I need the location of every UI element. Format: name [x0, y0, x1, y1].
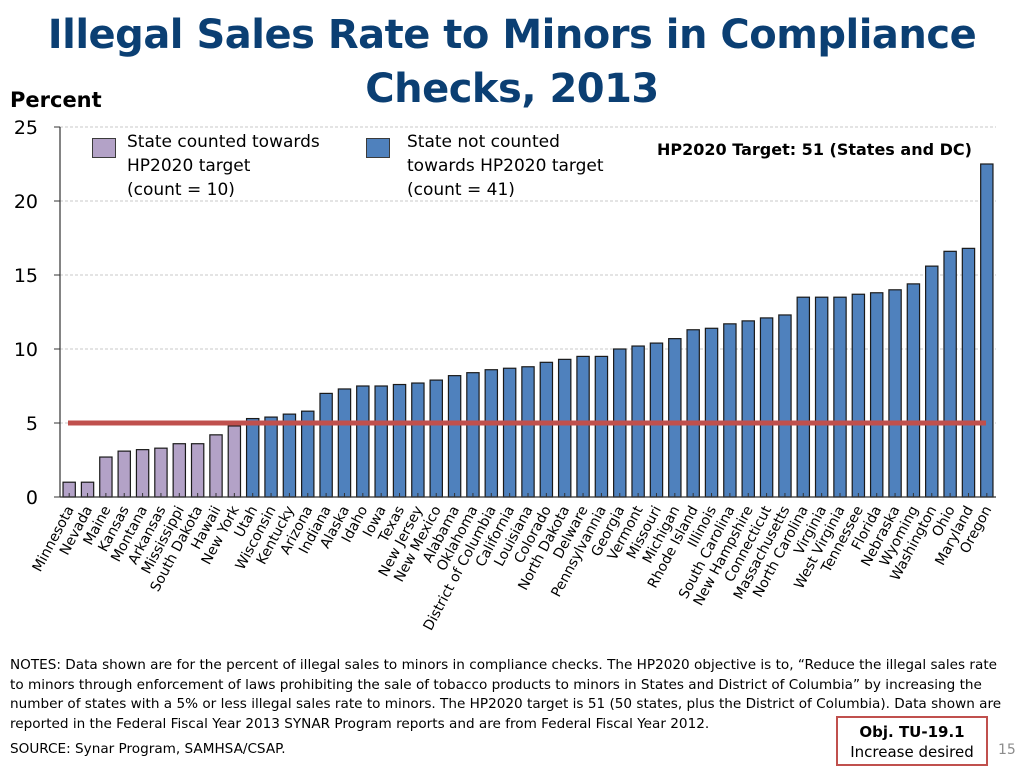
- legend-swatch-not-counted: [366, 138, 390, 158]
- bar-virginia: [814, 296, 829, 498]
- bar-north-carolina: [796, 296, 811, 498]
- notes-text: NOTES: Data shown are for the percent of…: [10, 657, 1002, 732]
- y-tick-label: 20: [14, 191, 38, 213]
- bar-new-hampshire: [741, 320, 755, 498]
- legend-label-counted: State counted towards HP2020 target (cou…: [127, 132, 320, 200]
- bar-montana: [135, 449, 150, 498]
- page-number: 15: [998, 742, 1016, 758]
- bar-utah: [245, 417, 260, 498]
- bar-connecticut: [759, 317, 774, 498]
- bar-alabama: [447, 375, 462, 498]
- bars: [62, 163, 994, 498]
- bar-oregon: [980, 163, 994, 498]
- objective-box: Obj. TU-19.1 Increase desired: [836, 716, 988, 766]
- bar-west-virginia: [833, 296, 847, 498]
- bar-missouri: [649, 342, 664, 498]
- bar-illinois: [704, 327, 719, 498]
- bar-south-dakota: [190, 443, 205, 498]
- objective-subtitle: Increase desired: [850, 743, 974, 761]
- target-annotation: HP2020 Target: 51 (States and DC): [657, 140, 972, 159]
- legend-label-not-counted: State not counted towards HP2020 target …: [407, 132, 604, 200]
- source-text: SOURCE: Synar Program, SAMHSA/CSAP.: [10, 741, 286, 757]
- bar-michigan: [668, 338, 682, 498]
- bar-north-dakota: [557, 358, 572, 498]
- bar-new-mexico: [429, 379, 443, 498]
- bar-florida: [869, 292, 884, 498]
- bar-louisiana: [521, 366, 535, 498]
- bar-kentucky: [282, 413, 297, 498]
- bar-delware: [576, 355, 590, 498]
- bar-wisconsin: [264, 416, 278, 498]
- bar-mississippi: [172, 443, 187, 498]
- bar-chart: 0 5 10 15 20 25 MinnesotaNevadaMaineKansasMon…: [14, 117, 996, 634]
- bar-new-jersey: [411, 382, 425, 498]
- bar-pennsylvannia: [594, 355, 609, 498]
- bar-south-carolina: [723, 323, 737, 498]
- y-tick-label: 15: [14, 265, 38, 287]
- bar-iowa: [374, 385, 388, 498]
- bar-ohio: [943, 250, 957, 498]
- y-tick-label: 5: [26, 413, 38, 435]
- bar-oklahoma: [466, 372, 480, 498]
- y-tick-label: 0: [26, 487, 38, 509]
- bar-maryland: [961, 247, 976, 498]
- bar-rhode-island: [686, 329, 700, 498]
- x-axis-labels: MinnesotaNevadaMaineKansasMontanaArkansa…: [30, 503, 996, 634]
- bar-nebraska: [888, 289, 902, 498]
- bar-maine: [99, 456, 113, 498]
- bar-hawaii: [209, 434, 223, 498]
- bar-massachusetts: [778, 314, 792, 498]
- bar-colorado: [539, 361, 554, 498]
- bar-idaho: [356, 385, 370, 498]
- bar-district-of-columbia: [484, 369, 499, 498]
- slide-title: Illegal Sales Rate to Minors in Complian…: [47, 12, 977, 112]
- bar-tennessee: [851, 293, 866, 498]
- bar-wyoming: [906, 283, 921, 498]
- objective-title: Obj. TU-19.1: [859, 723, 965, 741]
- bar-alaska: [337, 388, 352, 498]
- legend-swatch-counted: [92, 138, 116, 158]
- y-tick-label: 10: [14, 339, 38, 361]
- y-tick-label: 25: [14, 117, 38, 139]
- y-axis-ticks: 0 5 10 15 20 25: [14, 117, 60, 509]
- bar-california: [502, 367, 517, 498]
- bar-new-york: [227, 425, 242, 498]
- axes: [59, 127, 996, 498]
- bar-texas: [392, 383, 407, 498]
- bar-washington: [925, 265, 939, 498]
- y-axis-label: Percent: [10, 88, 102, 112]
- bar-indiana: [319, 392, 333, 498]
- bar-arkansas: [154, 447, 168, 498]
- bar-kansas: [117, 450, 131, 498]
